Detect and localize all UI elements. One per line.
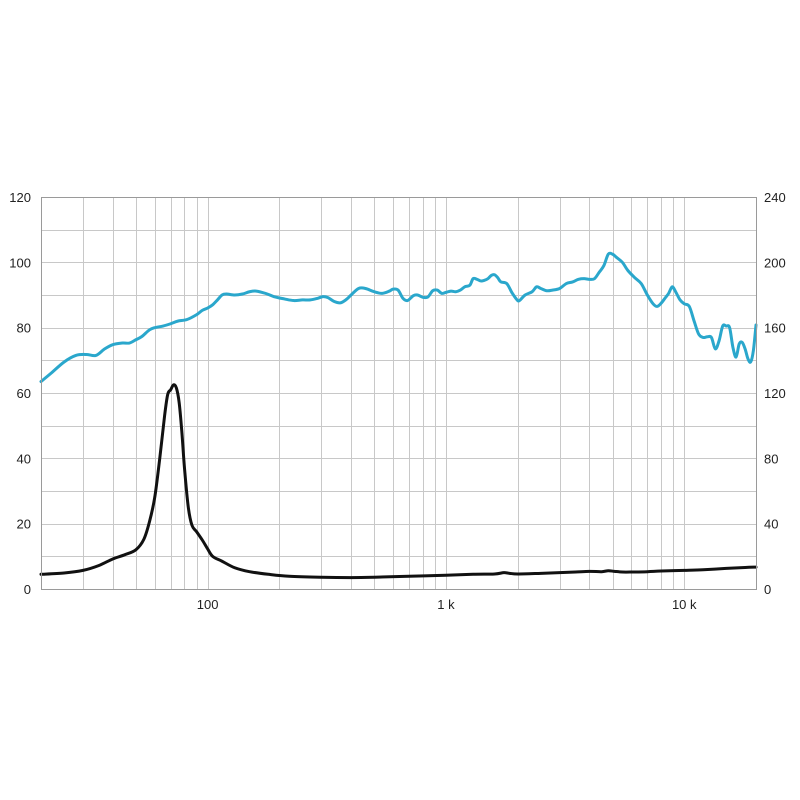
right-axis-tick-label: 160 xyxy=(764,321,786,336)
left-axis-tick-label: 80 xyxy=(17,321,31,336)
right-axis-tick-label: 40 xyxy=(764,517,778,532)
series-line-spl xyxy=(39,251,758,384)
data-series xyxy=(39,251,758,580)
x-axis-tick-label: 1 k xyxy=(437,597,455,612)
series-line-impedance xyxy=(39,383,758,580)
right-axis-tick-label: 120 xyxy=(764,386,786,401)
left-axis-tick-label: 20 xyxy=(17,517,31,532)
left-axis-tick-label: 100 xyxy=(9,255,31,270)
left-axis-tick-label: 0 xyxy=(24,582,31,597)
x-axis-tick-label: 100 xyxy=(197,597,219,612)
left-axis-tick-label: 120 xyxy=(9,190,31,205)
left-axis-tick-label: 60 xyxy=(17,386,31,401)
tick-labels: 0 20 40 60 80 100 120 0 40 80 120 160 200 240 100 1 k 10… xyxy=(9,190,785,612)
grid-lines xyxy=(41,197,756,589)
right-axis-tick-label: 200 xyxy=(764,255,786,270)
plot-frame xyxy=(41,197,757,590)
x-axis-tick-label: 10 k xyxy=(672,597,697,612)
right-axis-tick-label: 80 xyxy=(764,451,778,466)
right-axis-tick-label: 240 xyxy=(764,190,786,205)
left-axis-tick-label: 40 xyxy=(17,451,31,466)
right-axis-tick-label: 0 xyxy=(764,582,771,597)
